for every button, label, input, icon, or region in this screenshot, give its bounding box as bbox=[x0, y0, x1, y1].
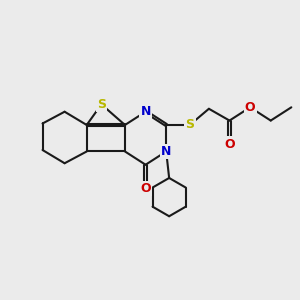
Text: O: O bbox=[245, 101, 255, 114]
Text: S: S bbox=[185, 118, 194, 131]
Text: N: N bbox=[140, 105, 151, 118]
Text: S: S bbox=[97, 98, 106, 111]
Text: N: N bbox=[161, 145, 171, 158]
Text: O: O bbox=[140, 182, 151, 195]
Text: O: O bbox=[224, 138, 235, 151]
